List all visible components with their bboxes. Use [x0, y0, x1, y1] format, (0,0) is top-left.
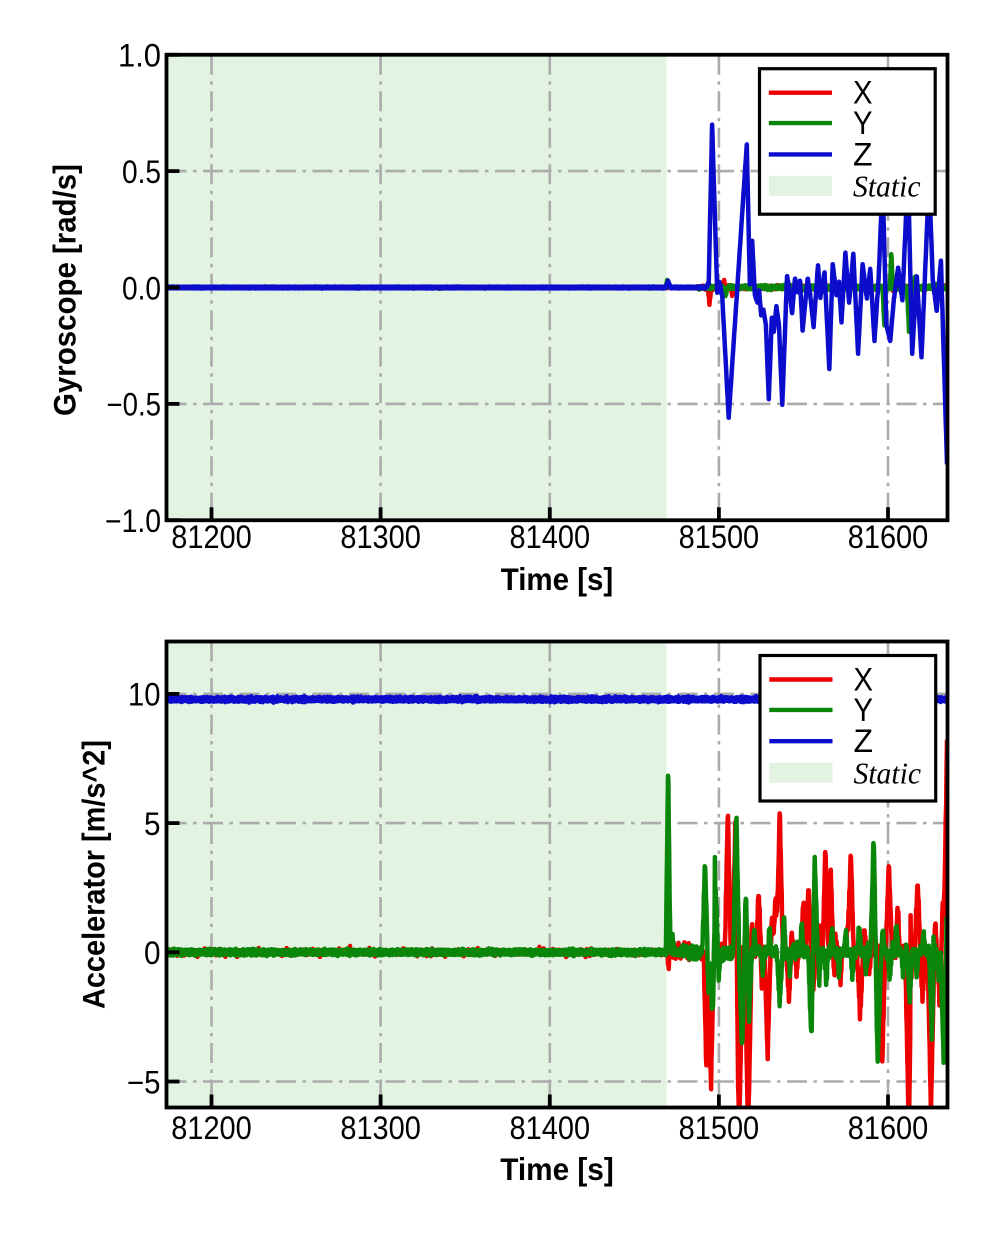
svg-text:−0.5: −0.5 — [107, 387, 162, 423]
svg-text:81400: 81400 — [510, 519, 591, 555]
svg-text:0.5: 0.5 — [122, 154, 161, 190]
svg-text:0.0: 0.0 — [122, 270, 161, 306]
svg-text:81400: 81400 — [510, 1110, 591, 1146]
svg-text:10: 10 — [128, 677, 161, 713]
svg-text:Y: Y — [853, 105, 873, 141]
svg-text:Y: Y — [854, 692, 874, 728]
svg-text:81200: 81200 — [171, 1110, 252, 1146]
svg-text:81200: 81200 — [171, 519, 252, 555]
svg-text:81500: 81500 — [679, 519, 760, 555]
svg-text:81600: 81600 — [848, 1110, 929, 1146]
svg-text:0: 0 — [144, 935, 161, 971]
svg-text:Z: Z — [854, 723, 874, 759]
svg-text:Time [s]: Time [s] — [500, 1151, 614, 1187]
svg-text:81300: 81300 — [340, 1110, 421, 1146]
svg-text:Accelerator [m/s^2]: Accelerator [m/s^2] — [76, 740, 112, 1009]
svg-text:−5: −5 — [127, 1064, 161, 1100]
svg-text:−1.0: −1.0 — [105, 503, 161, 539]
svg-text:X: X — [853, 75, 873, 111]
svg-text:81300: 81300 — [340, 519, 421, 555]
svg-text:Z: Z — [853, 136, 873, 172]
svg-text:Static: Static — [854, 755, 922, 790]
svg-text:Gyroscope [rad/s]: Gyroscope [rad/s] — [47, 164, 83, 416]
svg-text:5: 5 — [144, 806, 161, 842]
svg-text:81500: 81500 — [679, 1110, 760, 1146]
svg-text:X: X — [854, 662, 874, 698]
svg-text:1.0: 1.0 — [118, 38, 161, 74]
svg-text:Static: Static — [853, 169, 921, 204]
svg-text:81600: 81600 — [848, 519, 929, 555]
svg-text:Time [s]: Time [s] — [501, 561, 614, 597]
